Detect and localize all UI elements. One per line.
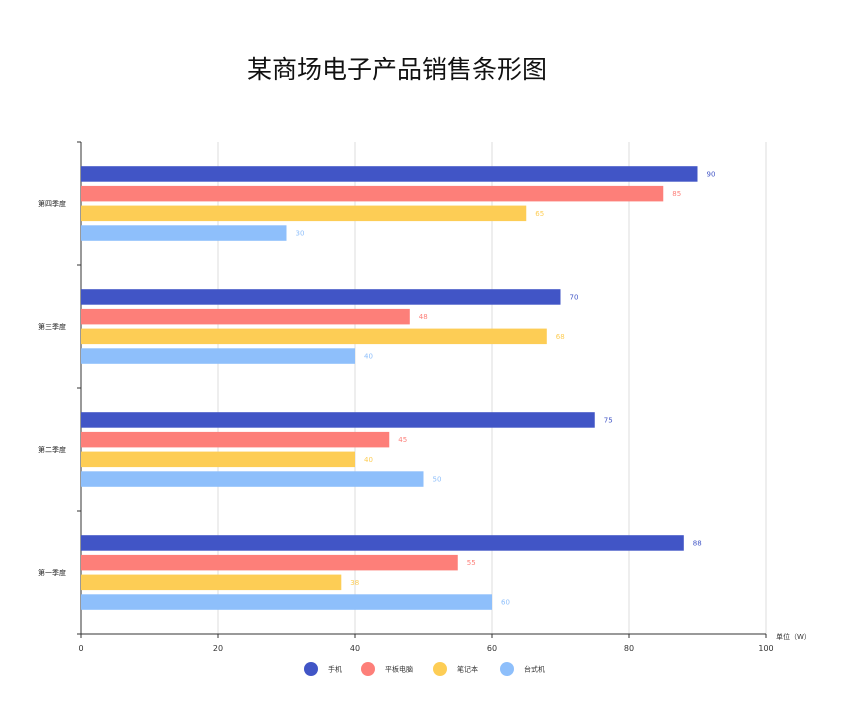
data-label: 55 — [467, 559, 476, 567]
x-tick-label: 60 — [487, 644, 497, 653]
bar[interactable] — [81, 574, 342, 591]
chart-title: 某商场电子产品销售条形图 — [246, 55, 547, 84]
category-label: 第三季度 — [38, 322, 66, 331]
legend-marker[interactable] — [361, 662, 375, 676]
legend-marker[interactable] — [500, 662, 514, 676]
bar[interactable] — [81, 225, 287, 241]
x-tick-label: 100 — [758, 644, 773, 653]
bar[interactable] — [81, 348, 355, 364]
data-label: 68 — [556, 333, 565, 341]
bar[interactable] — [81, 289, 561, 305]
data-label: 45 — [398, 436, 407, 444]
data-label: 88 — [693, 539, 702, 547]
data-label: 40 — [364, 456, 373, 464]
bar[interactable] — [81, 471, 424, 487]
data-label: 50 — [433, 476, 442, 484]
bar[interactable] — [81, 451, 355, 468]
bar[interactable] — [81, 431, 390, 448]
x-tick-label: 0 — [78, 644, 83, 653]
legend-marker[interactable] — [433, 662, 447, 676]
bar[interactable] — [81, 535, 684, 551]
bar[interactable] — [81, 328, 547, 345]
category-label: 第二季度 — [38, 445, 66, 454]
data-label: 38 — [350, 579, 359, 587]
unit-label: 单位（W） — [776, 632, 811, 641]
bar[interactable] — [81, 412, 595, 428]
legend-label[interactable]: 手机 — [328, 665, 342, 674]
legend-marker[interactable] — [304, 662, 318, 676]
legend-label[interactable]: 笔记本 — [457, 665, 478, 674]
data-label: 40 — [364, 353, 373, 361]
bar[interactable] — [81, 308, 410, 325]
category-label: 第一季度 — [38, 568, 66, 577]
legend-label[interactable]: 台式机 — [524, 665, 545, 674]
data-label: 75 — [604, 416, 613, 424]
bar[interactable] — [81, 205, 527, 222]
x-tick-label: 20 — [213, 644, 223, 653]
data-label: 60 — [501, 599, 510, 607]
data-label: 70 — [570, 293, 579, 301]
data-label: 90 — [707, 170, 716, 178]
bar[interactable] — [81, 594, 492, 610]
category-label: 第四季度 — [38, 199, 66, 208]
data-label: 85 — [672, 190, 681, 198]
data-label: 65 — [535, 210, 544, 218]
data-label: 30 — [296, 230, 305, 238]
bar[interactable] — [81, 166, 698, 182]
bar[interactable] — [81, 185, 664, 202]
x-tick-label: 80 — [624, 644, 634, 653]
data-label: 48 — [419, 313, 428, 321]
x-tick-label: 40 — [350, 644, 360, 653]
bar[interactable] — [81, 554, 458, 571]
legend-label[interactable]: 平板电脑 — [385, 665, 413, 674]
